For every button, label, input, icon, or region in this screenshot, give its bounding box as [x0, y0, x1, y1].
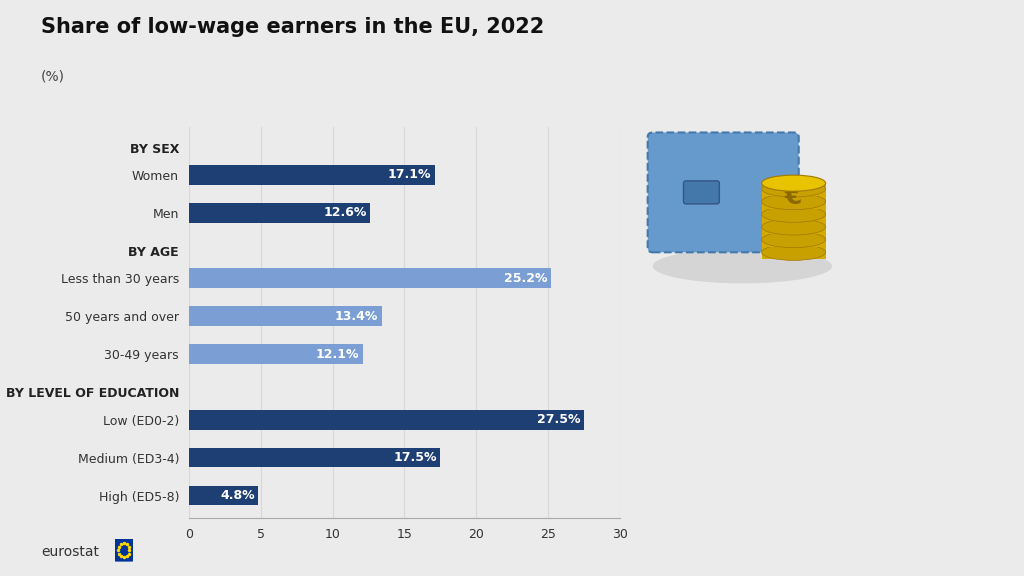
Ellipse shape: [762, 232, 825, 248]
Text: 17.1%: 17.1%: [387, 168, 431, 181]
Text: eurostat: eurostat: [41, 545, 99, 559]
Bar: [189, 410, 584, 430]
Bar: [189, 344, 362, 364]
Ellipse shape: [653, 249, 831, 283]
Ellipse shape: [762, 244, 825, 260]
Text: (%): (%): [41, 69, 65, 83]
Text: 17.5%: 17.5%: [393, 451, 436, 464]
Ellipse shape: [762, 194, 825, 210]
FancyBboxPatch shape: [115, 539, 133, 562]
Text: 12.6%: 12.6%: [324, 206, 367, 219]
Bar: [189, 306, 382, 326]
Text: 13.4%: 13.4%: [335, 310, 378, 323]
FancyBboxPatch shape: [647, 132, 799, 252]
Text: Share of low-wage earners in the EU, 2022: Share of low-wage earners in the EU, 202…: [41, 17, 544, 37]
Text: 25.2%: 25.2%: [504, 272, 547, 285]
FancyBboxPatch shape: [762, 221, 825, 234]
Bar: [189, 203, 370, 223]
Bar: [189, 486, 258, 506]
Ellipse shape: [762, 206, 825, 222]
Ellipse shape: [762, 219, 825, 235]
Text: 12.1%: 12.1%: [315, 348, 359, 361]
FancyBboxPatch shape: [762, 247, 825, 259]
Ellipse shape: [762, 181, 825, 197]
Bar: [189, 268, 551, 288]
Ellipse shape: [762, 175, 825, 191]
FancyBboxPatch shape: [684, 181, 719, 204]
Text: 4.8%: 4.8%: [221, 489, 255, 502]
FancyBboxPatch shape: [762, 196, 825, 209]
Bar: [189, 448, 440, 468]
Bar: [189, 165, 434, 185]
Text: €: €: [785, 185, 802, 209]
FancyBboxPatch shape: [762, 183, 825, 196]
FancyBboxPatch shape: [762, 209, 825, 221]
Text: 27.5%: 27.5%: [537, 413, 580, 426]
FancyBboxPatch shape: [762, 234, 825, 247]
